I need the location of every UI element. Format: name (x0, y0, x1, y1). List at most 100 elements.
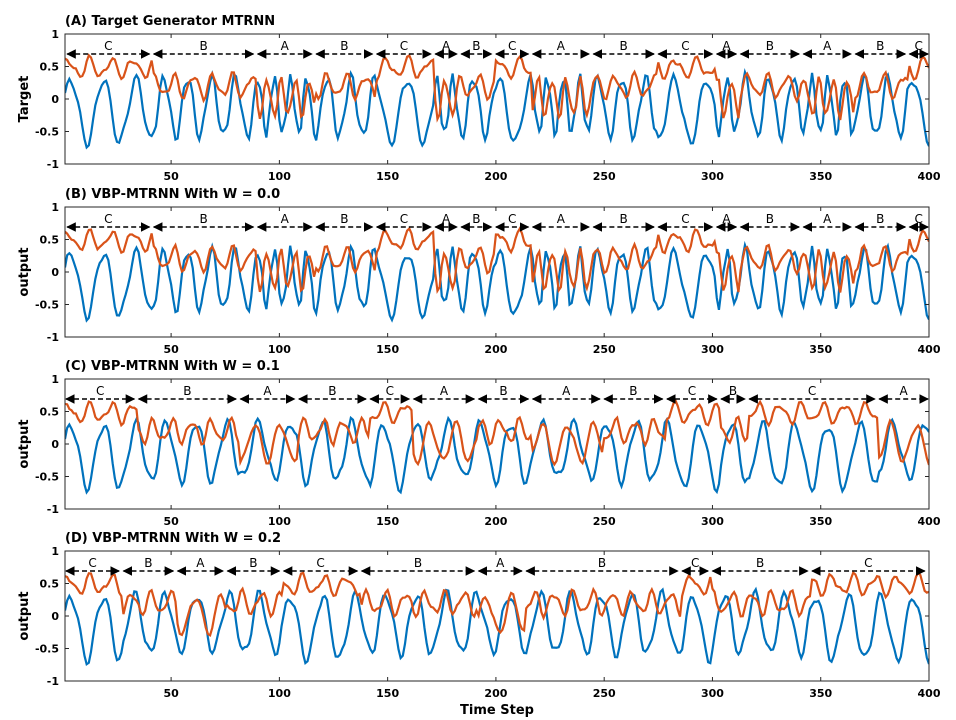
x-tick-label: 150 (376, 343, 399, 356)
y-tick-label: 0 (51, 93, 59, 106)
segment-label: C (316, 556, 324, 570)
segment-label: C (400, 212, 408, 226)
y-tick-label: 1 (51, 201, 59, 214)
panel-title: (A) Target Generator MTRNN (65, 14, 275, 29)
x-tick-label: 50 (163, 515, 179, 528)
y-tick-label: -0.5 (35, 299, 59, 312)
x-tick-label: 400 (918, 687, 941, 700)
segment-label: C (691, 556, 699, 570)
y-tick-label: -1 (47, 158, 59, 171)
panel-title: (D) VBP-MTRNN With W = 0.2 (65, 531, 281, 546)
segment-label: B (199, 212, 207, 226)
x-tick-label: 200 (484, 170, 507, 183)
segment-label: A (562, 384, 571, 398)
segment-label: B (766, 39, 774, 53)
x-tick-label: 50 (163, 170, 179, 183)
segment-label: B (249, 556, 257, 570)
y-tick-label: -1 (47, 675, 59, 688)
x-tick-label: 250 (593, 343, 616, 356)
segment-label: B (340, 212, 348, 226)
segment-label: B (183, 384, 191, 398)
y-tick-label: -0.5 (35, 471, 59, 484)
x-tick-label: 350 (809, 687, 832, 700)
segment-label: B (620, 212, 628, 226)
segment-label: B (472, 39, 480, 53)
segment-label: A (557, 212, 566, 226)
segment-label: C (386, 384, 394, 398)
y-tick-label: 0.5 (40, 61, 60, 74)
segment-label: A (557, 39, 566, 53)
y-tick-label: 0.5 (40, 406, 60, 419)
segment-label: B (199, 39, 207, 53)
segment-label: B (876, 212, 884, 226)
segment-label: A (823, 212, 832, 226)
segment-label: A (281, 212, 290, 226)
segment-label: B (328, 384, 336, 398)
chart-panel-2: (B) VBP-MTRNN With W = 0.0 output 1 0.5 0 -0.… (17, 187, 941, 356)
segment-label: A (722, 39, 731, 53)
x-tick-label: 350 (809, 343, 832, 356)
chart-panel-1: (A) Target Generator MTRNN Target 1 0.5 0 -0.… (17, 14, 941, 183)
segment-label: B (340, 39, 348, 53)
series-line-orange (65, 570, 929, 638)
x-tick-label: 150 (376, 170, 399, 183)
y-tick-label: 0.5 (40, 578, 60, 591)
x-tick-label: 100 (268, 515, 291, 528)
y-tick-label: -1 (47, 331, 59, 344)
chart-panel-3: (C) VBP-MTRNN With W = 0.1 output 1 0.5 0 -0.… (17, 359, 941, 528)
x-tick-label: 300 (701, 687, 724, 700)
series-line-blue (65, 415, 929, 495)
series-line-blue (65, 586, 929, 666)
y-axis-label: output (17, 591, 32, 640)
y-tick-label: 0 (51, 438, 59, 451)
x-tick-label: 100 (268, 170, 291, 183)
series-line-blue (65, 240, 929, 323)
segment-label: C (96, 384, 104, 398)
x-tick-label: 50 (163, 343, 179, 356)
y-axis-label: output (17, 247, 32, 296)
y-axis-label: Target (17, 76, 32, 123)
segment-label: A (263, 384, 272, 398)
segment-label: C (688, 384, 696, 398)
x-tick-label: 200 (484, 687, 507, 700)
segment-label: B (144, 556, 152, 570)
segment-label: B (756, 556, 764, 570)
segment-label: C (508, 212, 516, 226)
x-tick-label: 350 (809, 515, 832, 528)
segment-label: B (598, 556, 606, 570)
segment-label: B (499, 384, 507, 398)
x-tick-label: 150 (376, 687, 399, 700)
x-tick-label: 400 (918, 170, 941, 183)
x-tick-label: 100 (268, 343, 291, 356)
y-tick-label: 1 (51, 545, 59, 558)
panel-title: (B) VBP-MTRNN With W = 0.0 (65, 187, 280, 202)
x-tick-label: 300 (701, 343, 724, 356)
chart-panel-4: (D) VBP-MTRNN With W = 0.2 output 1 0.5 0 -0.… (17, 531, 941, 700)
segment-label: C (400, 39, 408, 53)
segment-label: C (681, 212, 689, 226)
segment-label: B (766, 212, 774, 226)
x-tick-label: 350 (809, 170, 832, 183)
segment-label: C (915, 39, 923, 53)
x-tick-label: 200 (484, 515, 507, 528)
y-tick-label: -0.5 (35, 126, 59, 139)
x-tick-label: 250 (593, 687, 616, 700)
panel-title: (C) VBP-MTRNN With W = 0.1 (65, 359, 280, 374)
y-tick-label: 1 (51, 28, 59, 41)
segment-label: C (864, 556, 872, 570)
segment-label: A (281, 39, 290, 53)
series-line-orange (65, 226, 929, 295)
segment-label: A (899, 384, 908, 398)
series-line-blue (65, 68, 929, 150)
x-tick-label: 150 (376, 515, 399, 528)
segment-label: A (196, 556, 205, 570)
x-tick-label: 100 (268, 687, 291, 700)
segment-label: B (414, 556, 422, 570)
x-axis-label: Time Step (460, 703, 534, 718)
segment-label: C (681, 39, 689, 53)
segment-label: A (442, 212, 451, 226)
y-tick-label: 0 (51, 266, 59, 279)
x-tick-label: 400 (918, 343, 941, 356)
segment-label: A (496, 556, 505, 570)
